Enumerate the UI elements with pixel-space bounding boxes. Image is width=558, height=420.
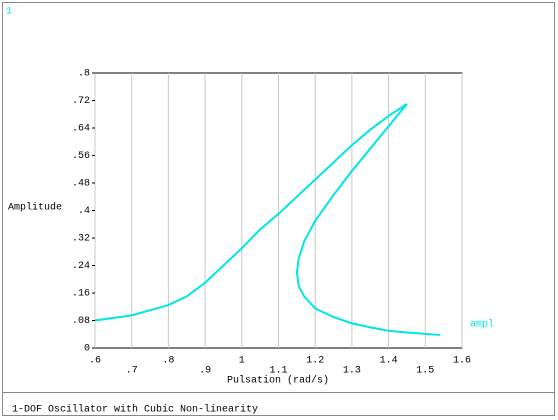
x-tick-label: 1.3: [343, 366, 361, 377]
y-tick-label: .48: [72, 179, 90, 190]
x-tick-label: 1.5: [416, 366, 434, 377]
y-tick-label: .32: [72, 234, 90, 245]
series-line: [94, 103, 441, 336]
y-tick-label: 0: [84, 344, 90, 355]
legend-label: ampl: [470, 319, 494, 331]
y-tick-label: .56: [72, 151, 90, 162]
y-axis-label: Amplitude: [8, 202, 62, 214]
x-tick-label: 1.6: [453, 356, 471, 367]
y-tick-label: .8: [78, 69, 90, 80]
x-tick-label: .6: [89, 356, 101, 367]
x-tick-label: 1.4: [380, 356, 398, 367]
x-tick-label: .7: [126, 366, 138, 377]
x-tick-label: .9: [199, 366, 211, 377]
y-tick-label: .72: [72, 96, 90, 107]
x-tick-label: 1.2: [306, 356, 324, 367]
x-axis-label: Pulsation (rad/s): [227, 375, 329, 387]
chart-title: 1-DOF Oscillator with Cubic Non-linearit…: [12, 404, 258, 416]
x-tick-label: 1: [239, 356, 245, 367]
x-tick-label: 1.1: [269, 366, 287, 377]
frame: [2, 2, 555, 416]
window-label: 1: [6, 7, 12, 18]
y-tick-label: .64: [72, 124, 90, 135]
y-tick-label: .16: [72, 289, 90, 300]
y-tick-label: .4: [78, 206, 90, 217]
y-tick-label: .08: [72, 316, 90, 327]
y-tick-label: .24: [72, 261, 90, 272]
x-tick-label: .8: [162, 356, 174, 367]
